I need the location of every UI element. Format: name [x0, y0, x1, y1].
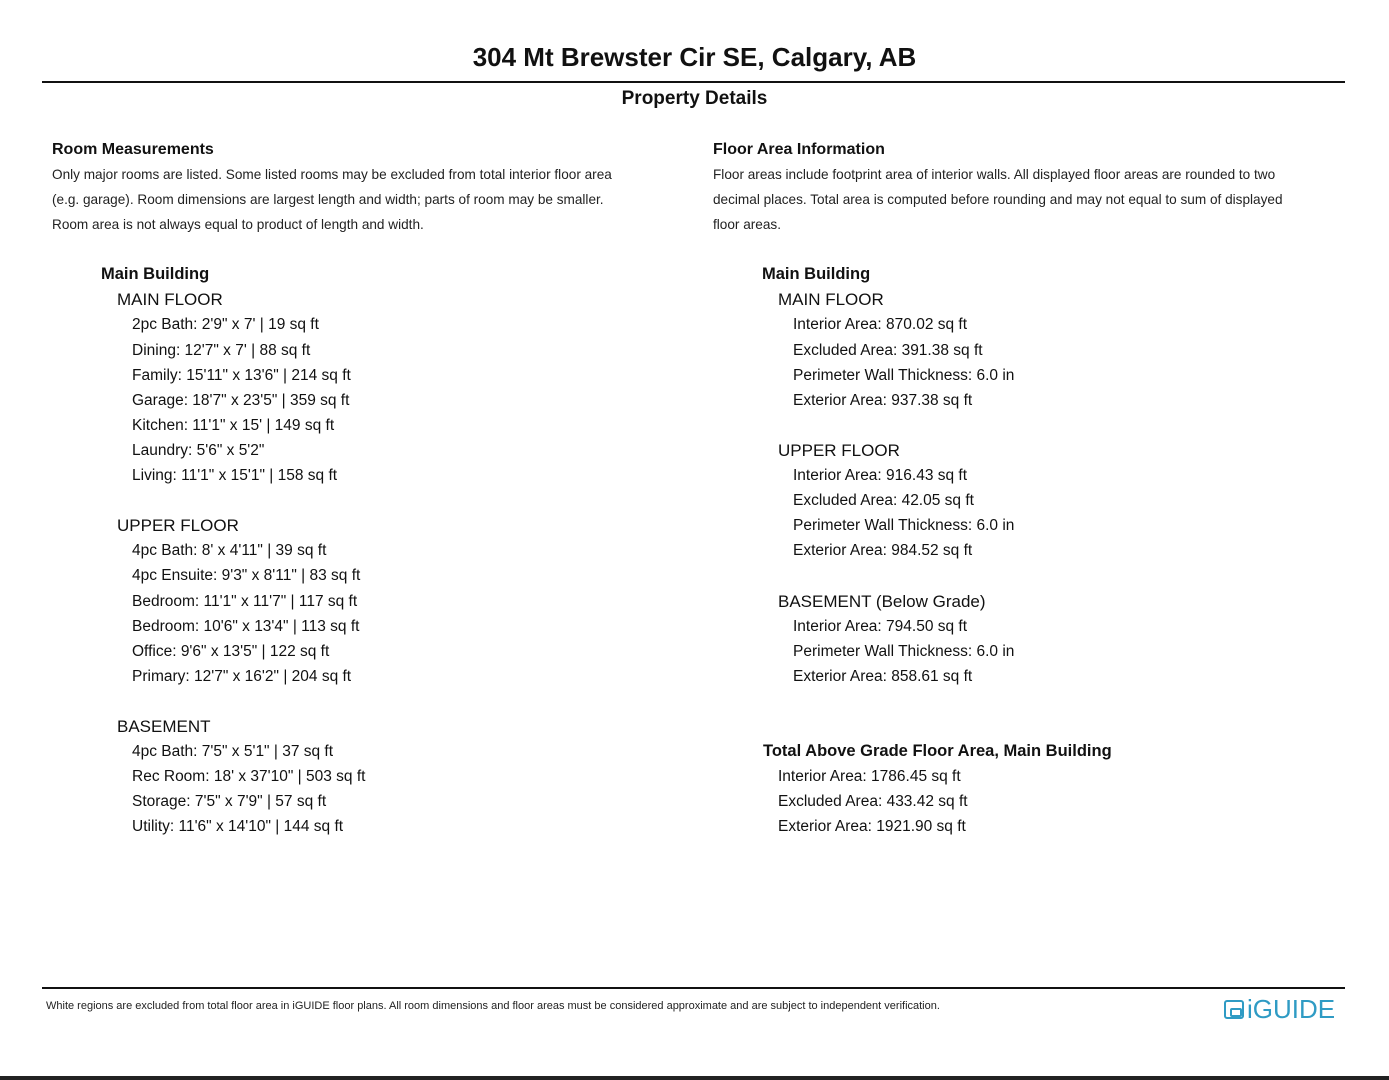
floor-heading: BASEMENT	[117, 716, 211, 736]
floor-area-list: Main Building MAIN FLOOR Interior Area: 87…	[713, 262, 1353, 839]
note-line: Floor areas include footprint area of in…	[713, 167, 1276, 182]
floor-heading: MAIN FLOOR	[778, 290, 884, 310]
iguide-logo-text: iGUIDE	[1247, 994, 1336, 1024]
list-item: Exterior Area: 858.61 sq ft	[793, 667, 973, 685]
room-list: Main Building MAIN FLOOR 2pc Bath: 2'9" x …	[52, 262, 682, 839]
list-item: Office: 9'6" x 13'5" | 122 sq ft	[132, 642, 330, 660]
floor-area-note: Floor areas include footprint area of in…	[713, 162, 1353, 237]
list-item: Rec Room: 18' x 37'10" | 503 sq ft	[132, 768, 366, 786]
page-bottom-edge	[0, 1076, 1389, 1080]
floor-heading: BASEMENT (Below Grade)	[778, 591, 986, 611]
floor-heading: MAIN FLOOR	[117, 290, 223, 310]
list-item: Dining: 12'7" x 7' | 88 sq ft	[132, 341, 311, 359]
note-line: Room area is not always equal to product…	[52, 217, 424, 233]
iguide-logo-icon	[1224, 1000, 1244, 1019]
spacer	[52, 689, 682, 714]
room-measurements-column: Room Measurements Only major rooms are l…	[52, 139, 682, 839]
spacer	[713, 413, 1353, 438]
list-item: Perimeter Wall Thickness: 6.0 in	[793, 366, 1015, 384]
footer-disclaimer: White regions are excluded from total fl…	[46, 1000, 940, 1012]
list-item: Family: 15'11" x 13'6" | 214 sq ft	[132, 366, 351, 384]
list-item: Interior Area: 870.02 sq ft	[793, 316, 968, 334]
room-measurements-note: Only major rooms are listed. Some listed…	[52, 162, 682, 237]
list-item: Excluded Area: 391.38 sq ft	[793, 341, 983, 359]
page-subtitle: Property Details	[621, 88, 768, 109]
list-item: Laundry: 5'6" x 5'2"	[132, 441, 265, 459]
iguide-logo: iGUIDE	[1224, 994, 1335, 1025]
footer-divider	[42, 987, 1345, 989]
list-item: Primary: 12'7" x 16'2" | 204 sq ft	[132, 667, 352, 685]
list-item: Bedroom: 11'1" x 11'7" | 117 sq ft	[132, 592, 358, 610]
note-line: decimal places. Total area is computed b…	[713, 192, 1283, 208]
floor-heading: UPPER FLOOR	[117, 516, 239, 536]
list-item: Garage: 18'7" x 23'5" | 359 sq ft	[132, 391, 350, 409]
total-item: Exterior Area: 1921.90 sq ft	[778, 818, 966, 836]
list-item: Exterior Area: 984.52 sq ft	[793, 542, 973, 560]
note-line: Only major rooms are listed. Some listed…	[52, 167, 612, 182]
list-item: Perimeter Wall Thickness: 6.0 in	[793, 517, 1015, 535]
list-item: 2pc Bath: 2'9" x 7' | 19 sq ft	[132, 316, 319, 334]
building-heading: Main Building	[762, 265, 871, 284]
note-line: floor areas.	[713, 217, 782, 233]
total-item: Excluded Area: 433.42 sq ft	[778, 793, 968, 811]
spacer	[713, 689, 1353, 739]
list-item: Living: 11'1" x 15'1" | 158 sq ft	[132, 467, 338, 485]
floor-heading: UPPER FLOOR	[778, 440, 900, 460]
list-item: Kitchen: 11'1" x 15' | 149 sq ft	[132, 416, 335, 434]
list-item: Perimeter Wall Thickness: 6.0 in	[793, 642, 1015, 660]
spacer	[713, 563, 1353, 588]
page-title: 304 Mt Brewster Cir SE, Calgary, AB	[472, 42, 917, 72]
spacer	[52, 488, 682, 513]
list-item: 4pc Bath: 7'5" x 5'1" | 37 sq ft	[132, 743, 334, 761]
list-item: Storage: 7'5" x 7'9" | 57 sq ft	[132, 793, 327, 811]
list-item: Bedroom: 10'6" x 13'4" | 113 sq ft	[132, 617, 360, 635]
building-heading: Main Building	[101, 265, 210, 284]
total-heading: Total Above Grade Floor Area, Main Build…	[763, 742, 1112, 761]
title-divider	[42, 81, 1345, 83]
note-line: (e.g. garage). Room dimensions are large…	[52, 192, 604, 208]
list-item: Utility: 11'6" x 14'10" | 144 sq ft	[132, 818, 344, 836]
list-item: Exterior Area: 937.38 sq ft	[793, 391, 973, 409]
list-item: 4pc Bath: 8' x 4'11" | 39 sq ft	[132, 542, 327, 560]
room-measurements-heading: Room Measurements	[52, 141, 214, 158]
floor-area-column: Floor Area Information Floor areas inclu…	[713, 139, 1353, 839]
total-item: Interior Area: 1786.45 sq ft	[778, 768, 961, 786]
list-item: 4pc Ensuite: 9'3" x 8'11" | 83 sq ft	[132, 567, 361, 585]
list-item: Excluded Area: 42.05 sq ft	[793, 492, 974, 510]
list-item: Interior Area: 794.50 sq ft	[793, 617, 968, 635]
list-item: Interior Area: 916.43 sq ft	[793, 467, 968, 485]
floor-area-heading: Floor Area Information	[713, 141, 885, 158]
